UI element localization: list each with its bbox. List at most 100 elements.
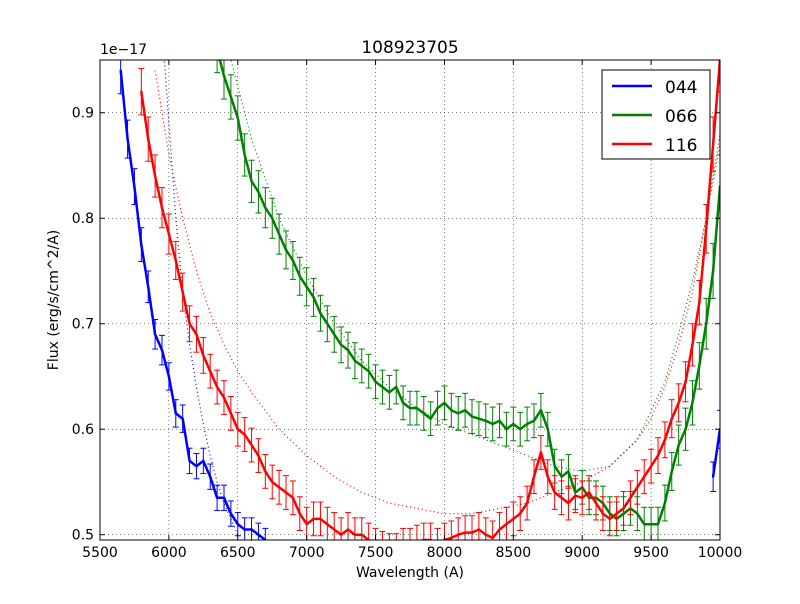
x-tick-label: 9500 [633,545,669,561]
data-point [339,533,343,536]
legend-label-116: 116 [665,136,697,156]
data-point [463,409,467,412]
x-tick-label: 8500 [496,545,532,561]
data-point [298,512,301,515]
y-axis-label: Flux (erg/s/cm^2/A) [46,230,62,370]
data-point [436,406,439,410]
data-point [505,522,508,526]
data-point [167,375,171,378]
model-curve-066 [230,60,720,473]
data-point [222,396,226,399]
data-point [560,475,563,478]
data-point [167,232,171,236]
data-point [326,522,329,526]
data-point [567,470,570,473]
data-point [574,494,577,497]
data-point [457,412,460,415]
data-point [284,248,288,252]
data-point [264,470,267,473]
data-point [477,528,481,531]
data-point [705,227,708,230]
data-point [277,486,281,489]
data-point [360,364,363,368]
data-point [532,419,536,422]
data-point [663,501,667,505]
data-point [422,412,425,415]
data-point [326,322,329,325]
data-point [284,491,288,494]
legend-label-044: 044 [665,78,697,98]
data-point [581,496,584,500]
y-offset-label: 1e−17 [100,42,147,58]
data-point [305,522,308,526]
data-point [443,401,446,405]
series-layer [117,60,720,540]
data-point [153,174,157,178]
data-point [353,359,357,362]
data-point [691,343,694,347]
data-point [553,491,556,494]
data-point [629,496,632,500]
data-point [698,301,701,304]
data-point [415,406,419,410]
legend-label-066: 066 [665,107,697,127]
data-point [181,417,184,420]
x-tick-label: 6000 [151,545,187,561]
data-point [553,464,556,468]
data-point [450,409,453,412]
data-point [346,528,350,531]
data-point [539,409,543,412]
data-point [174,259,177,262]
data-point [126,137,129,141]
data-point [505,428,508,431]
data-point [408,406,412,410]
data-point [711,269,715,273]
data-point [367,370,370,373]
data-point [277,232,281,236]
data-point [346,348,350,352]
data-point [470,415,474,418]
data-point [622,507,625,510]
data-point [711,475,715,478]
x-tick-label: 8000 [427,545,463,561]
data-point [305,285,308,289]
data-point [360,533,363,536]
data-point [209,475,212,478]
data-point [457,533,460,536]
data-point [153,333,157,336]
data-point [643,522,646,526]
data-point [491,536,494,540]
data-point [539,451,543,454]
data-point [319,311,322,315]
data-point [243,433,246,436]
data-point [209,370,212,373]
data-point [615,512,618,515]
data-point [601,512,605,515]
data-point [643,475,646,478]
data-point [525,422,529,426]
data-point [670,417,673,420]
data-point [202,459,205,463]
y-tick-label: 0.8 [72,211,94,227]
data-point [291,496,295,500]
data-point [339,343,343,347]
data-point [429,417,432,420]
data-point [271,217,274,220]
data-point [229,95,233,99]
data-point [677,443,680,447]
data-point [498,528,501,531]
data-point [691,401,694,405]
data-point [546,428,549,431]
data-point [381,385,384,389]
series-044 [117,60,720,540]
data-point [512,422,515,426]
data-point [532,475,536,478]
data-point [546,475,549,478]
data-point [243,153,246,157]
data-point [395,385,398,389]
data-point [236,428,239,431]
data-point [498,419,501,422]
data-point [215,385,219,389]
data-point [698,364,701,368]
data-point [222,496,226,500]
